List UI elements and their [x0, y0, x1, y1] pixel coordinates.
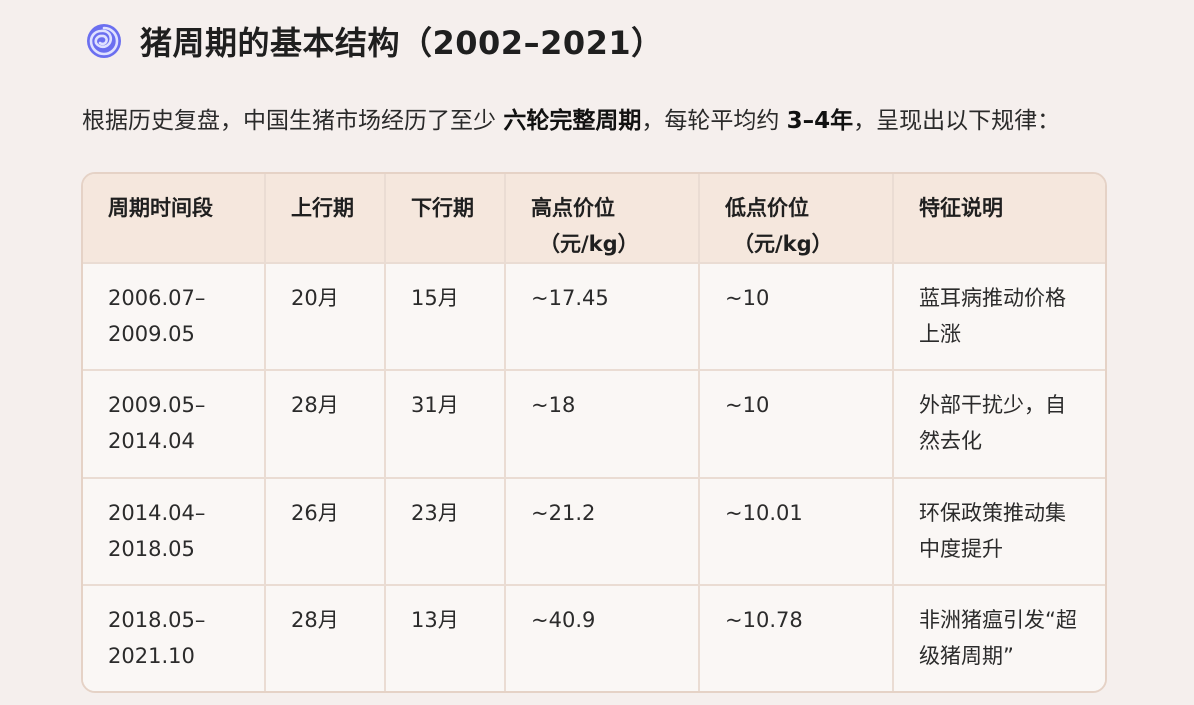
cell-high: ~40.9	[505, 584, 700, 691]
header-low-unit: （元/kg）	[733, 232, 833, 256]
cell-up: 28月	[265, 370, 386, 479]
header-up: 上行期	[265, 174, 386, 264]
table-row: 2018.05–2021.10 28月 13月 ~40.9 ~10.78 非洲猪…	[83, 584, 1105, 691]
cell-low: ~10	[699, 370, 894, 479]
section-heading: 猪周期的基本结构（2002–2021）	[84, 18, 664, 64]
cycle-table: 周期时间段 上行期 下行期 高点价位 （元/kg） 低点价位 （元/kg） 特征…	[81, 172, 1107, 693]
cell-up: 28月	[265, 584, 386, 691]
cell-low: ~10.78	[699, 584, 894, 691]
cell-high: ~18	[505, 370, 700, 479]
cell-down: 13月	[385, 584, 506, 691]
cell-up: 26月	[265, 477, 386, 586]
cell-up: 20月	[265, 263, 386, 372]
header-feature: 特征说明	[893, 174, 1105, 264]
cell-feature: 环保政策推动集中度提升	[893, 477, 1105, 586]
header-high-label: 高点价位	[531, 196, 615, 220]
cell-feature: 非洲猪瘟引发“超级猪周期”	[893, 584, 1105, 691]
header-high: 高点价位 （元/kg）	[505, 174, 700, 264]
header-high-unit: （元/kg）	[539, 232, 639, 256]
cell-high: ~21.2	[505, 477, 700, 586]
table-header-row: 周期时间段 上行期 下行期 高点价位 （元/kg） 低点价位 （元/kg） 特征…	[83, 174, 1105, 264]
cell-low: ~10.01	[699, 477, 894, 586]
cell-high: ~17.45	[505, 263, 700, 372]
cell-feature: 蓝耳病推动价格上涨	[893, 263, 1105, 372]
cell-period: 2018.05–2021.10	[83, 584, 266, 691]
cell-period: 2009.05–2014.04	[83, 370, 266, 479]
table-row: 2014.04–2018.05 26月 23月 ~21.2 ~10.01 环保政…	[83, 477, 1105, 586]
page-title: 猪周期的基本结构（2002–2021）	[140, 24, 664, 62]
table-row: 2009.05–2014.04 28月 31月 ~18 ~10 外部干扰少，自然…	[83, 370, 1105, 479]
cell-feature: 外部干扰少，自然去化	[893, 370, 1105, 479]
intro-paragraph: 根据历史复盘，中国生猪市场经历了至少 六轮完整周期，每轮平均约 3–4年，呈现出…	[82, 103, 1112, 139]
cell-period: 2014.04–2018.05	[83, 477, 266, 586]
header-low-label: 低点价位	[725, 196, 809, 220]
cell-down: 15月	[385, 263, 506, 372]
table-row: 2006.07–2009.05 20月 15月 ~17.45 ~10 蓝耳病推动…	[83, 263, 1105, 372]
intro-text-1: 根据历史复盘，中国生猪市场经历了至少	[82, 108, 504, 134]
intro-text-3: ，呈现出以下规律：	[853, 108, 1061, 134]
intro-bold-cycles: 六轮完整周期	[503, 108, 642, 134]
cell-down: 23月	[385, 477, 506, 586]
cell-down: 31月	[385, 370, 506, 479]
spiral-icon	[84, 21, 124, 61]
cell-period: 2006.07–2009.05	[83, 263, 266, 372]
cell-low: ~10	[699, 263, 894, 372]
intro-bold-years: 3–4年	[786, 108, 854, 134]
header-low: 低点价位 （元/kg）	[699, 174, 894, 264]
header-down: 下行期	[385, 174, 506, 264]
header-period: 周期时间段	[83, 174, 266, 264]
intro-text-2: ，每轮平均约	[641, 108, 787, 134]
